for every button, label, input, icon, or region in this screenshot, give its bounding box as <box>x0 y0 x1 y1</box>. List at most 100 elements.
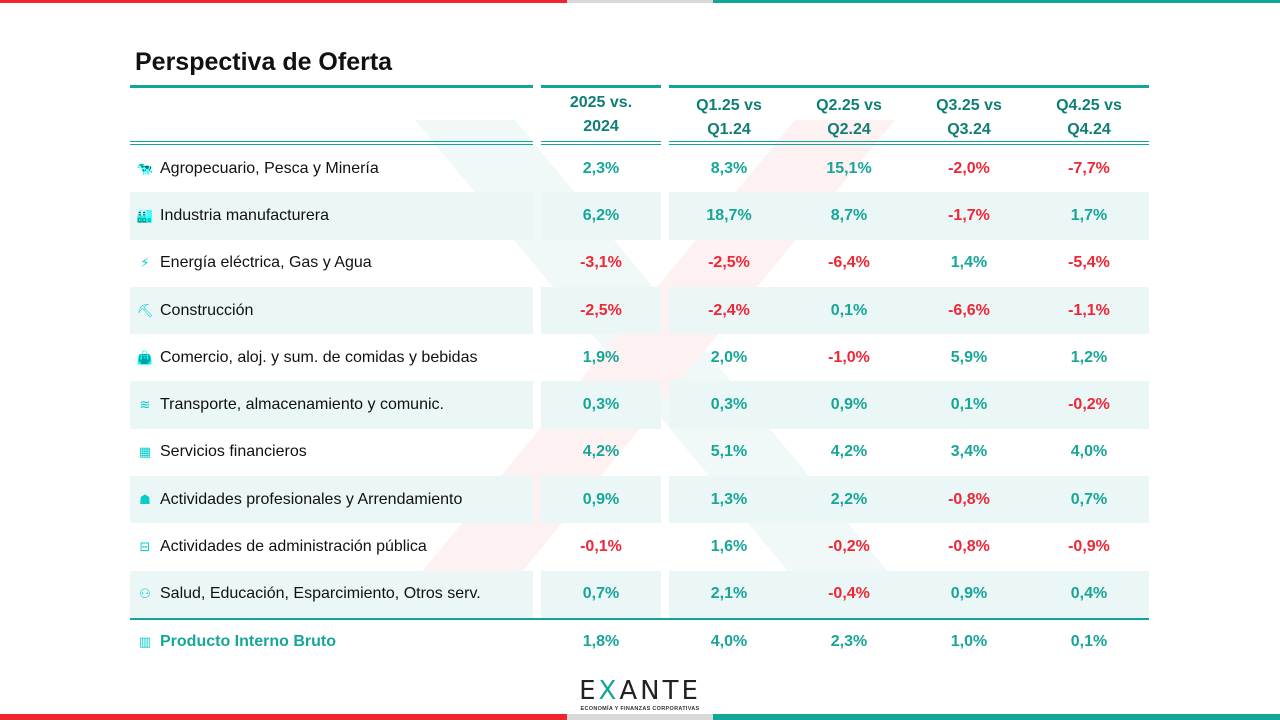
value-cell: -2,5% <box>580 301 622 319</box>
table-row: ☗ Actividades profesionales y Arrendamie… <box>130 476 1149 524</box>
row-label-cell: ⚇ Salud, Educación, Esparcimiento, Otros… <box>130 570 533 618</box>
quarter-cells: -2,4% 0,1% -6,6% -1,1% <box>669 286 1149 335</box>
value-cell: -0,2% <box>828 538 870 556</box>
value-cell: 4,0% <box>710 633 748 651</box>
header-q4: Q4.25 vs Q4.24 <box>1056 97 1122 138</box>
value-cell: -1,0% <box>828 348 870 366</box>
row-label-cell: 👜 Comercio, aloj. y sum. de comidas y be… <box>130 334 533 381</box>
row-label-cell: ▦ Servicios financieros <box>130 429 533 476</box>
value-cell: -5,4% <box>1068 254 1110 272</box>
annual-cell: 0,3% <box>541 381 661 429</box>
value-cell: -3,1% <box>580 254 622 272</box>
value-cell: -6,6% <box>948 301 990 319</box>
row-label: Producto Interno Bruto <box>160 633 336 651</box>
annual-cell: -3,1% <box>541 240 661 287</box>
value-cell: 8,7% <box>830 206 868 224</box>
row-label-cell: ⊟ Actividades de administración pública <box>130 523 533 570</box>
row-label: Energía eléctrica, Gas y Agua <box>160 254 372 272</box>
value-cell: -7,7% <box>1068 159 1110 177</box>
annual-cell: 4,2% <box>541 429 661 476</box>
professionals-icon: ☗ <box>139 491 151 507</box>
quarter-cells: -2,5% -6,4% 1,4% -5,4% <box>669 240 1149 287</box>
value-cell: 1,0% <box>950 633 988 651</box>
value-cell: -6,4% <box>828 254 870 272</box>
factory-icon: 🏭 <box>136 207 154 223</box>
value-cell: 0,9% <box>950 585 988 603</box>
table-row: 👜 Comercio, aloj. y sum. de comidas y be… <box>130 334 1149 381</box>
table-row: ⚇ Salud, Educación, Esparcimiento, Otros… <box>130 570 1149 618</box>
value-cell: 3,4% <box>950 443 988 461</box>
value-cell: 2,3% <box>830 633 868 651</box>
quarter-cells: 1,3% 2,2% -0,8% 0,7% <box>669 476 1149 524</box>
value-cell: 15,1% <box>826 159 872 177</box>
value-cell: 4,2% <box>830 443 868 461</box>
page-title: Perspectiva de Oferta <box>135 48 393 76</box>
row-label-cell: ⛏ Construcción <box>130 286 533 335</box>
construction-worker-icon: ⛏ <box>136 302 154 318</box>
value-cell: -0,8% <box>948 490 990 508</box>
quarter-cells: 2,1% -0,4% 0,9% 0,4% <box>669 570 1149 618</box>
value-cell: -0,8% <box>948 538 990 556</box>
exante-logo: EXANTE ECONOMÍA Y FINANZAS CORPORATIVAS <box>574 678 706 712</box>
table-row: ▦ Servicios financieros 4,2% 5,1% 4,2% 3,4… <box>130 429 1149 476</box>
header-quarters: Q1.25 vs Q1.24 Q2.25 vs Q2.24 Q3.25 vs Q… <box>669 85 1149 145</box>
top-color-bar <box>0 0 1280 3</box>
value-cell: -1,1% <box>1068 301 1110 319</box>
value-cell: 1,4% <box>950 254 988 272</box>
value-cell: 4,2% <box>582 443 620 461</box>
header-label-column <box>130 85 533 145</box>
quarter-cells: 2,0% -1,0% 5,9% 1,2% <box>669 334 1149 381</box>
table-header: 2025 vs. 2024 Q1.25 vs Q1.24 Q2.25 vs Q2… <box>130 85 1149 145</box>
value-cell: 2,0% <box>710 348 748 366</box>
value-cell: 1,2% <box>1070 348 1108 366</box>
row-label: Servicios financieros <box>160 443 307 461</box>
header-q3: Q3.25 vs Q3.24 <box>936 97 1002 138</box>
value-cell: 2,3% <box>582 159 620 177</box>
value-cell: 8,3% <box>710 159 748 177</box>
value-cell: -2,5% <box>708 254 750 272</box>
people-icon: ⚇ <box>139 586 151 602</box>
value-cell: -2,4% <box>708 301 750 319</box>
annual-cell: 6,2% <box>541 192 661 240</box>
row-label-cell: ☗ Actividades profesionales y Arrendamie… <box>130 476 533 524</box>
shopping-bag-icon: 👜 <box>136 349 154 365</box>
row-label: Transporte, almacenamiento y comunic. <box>160 396 444 414</box>
value-cell: 0,3% <box>582 396 620 414</box>
value-cell: 0,1% <box>950 396 988 414</box>
value-cell: -0,4% <box>828 585 870 603</box>
value-cell: 0,9% <box>582 490 620 508</box>
value-cell: 4,0% <box>1070 443 1108 461</box>
value-cell: 5,1% <box>710 443 748 461</box>
value-cell: 0,9% <box>830 396 868 414</box>
bar-chart-icon: ▥ <box>138 634 152 650</box>
header-q2: Q2.25 vs Q2.24 <box>816 97 882 138</box>
bank-icon: ▦ <box>138 444 152 460</box>
row-label: Comercio, aloj. y sum. de comidas y bebi… <box>160 348 478 366</box>
annual-cell: 0,9% <box>541 476 661 524</box>
row-label-cell: ▥ Producto Interno Bruto <box>130 620 533 665</box>
row-label-cell: ≋ Transporte, almacenamiento y comunic. <box>130 381 533 429</box>
value-cell: 0,1% <box>1070 633 1108 651</box>
value-cell: 1,7% <box>1070 206 1108 224</box>
value-cell: 0,3% <box>710 396 748 414</box>
table-row: ≋ Transporte, almacenamiento y comunic. … <box>130 381 1149 429</box>
row-label: Actividades profesionales y Arrendamient… <box>160 490 463 508</box>
value-cell: -0,9% <box>1068 538 1110 556</box>
value-cell: 0,1% <box>830 301 868 319</box>
table-row: ⛏ Construcción -2,5% -2,4% 0,1% -6,6% -1,1% <box>130 286 1149 335</box>
wifi-icon: ≋ <box>139 397 151 413</box>
row-label: Agropecuario, Pesca y Minería <box>160 159 379 177</box>
value-cell: 1,6% <box>710 538 748 556</box>
value-cell: -1,7% <box>948 206 990 224</box>
value-cell: -2,0% <box>948 159 990 177</box>
row-label: Salud, Educación, Esparcimiento, Otros s… <box>160 585 481 603</box>
value-cell: -0,1% <box>580 538 622 556</box>
value-cell: 2,1% <box>710 585 748 603</box>
header-q1: Q1.25 vs Q1.24 <box>696 97 762 138</box>
quarter-cells: 8,3% 15,1% -2,0% -7,7% <box>669 145 1149 192</box>
table-row: 🐄 Agropecuario, Pesca y Minería 2,3% 8,3… <box>130 145 1149 192</box>
quarter-cells: 18,7% 8,7% -1,7% 1,7% <box>669 192 1149 240</box>
value-cell: 0,4% <box>1070 585 1108 603</box>
row-label: Construcción <box>160 301 254 319</box>
value-cell: 6,2% <box>582 206 620 224</box>
